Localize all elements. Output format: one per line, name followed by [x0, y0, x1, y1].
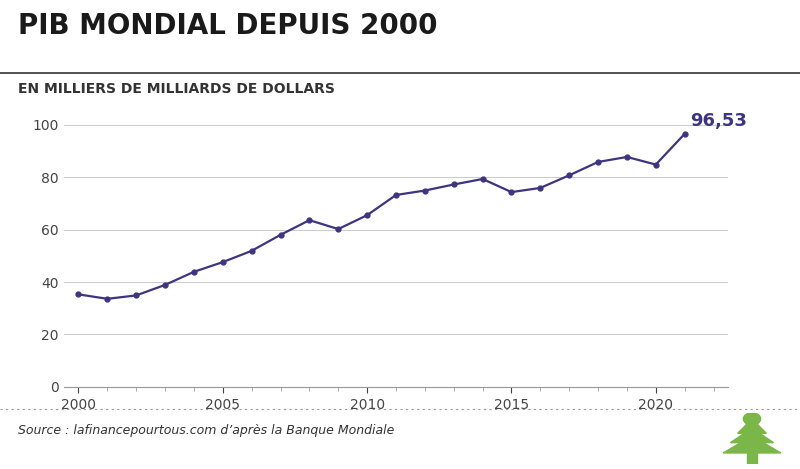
Text: Source : lafinancepourtous.com d’après la Banque Mondiale: Source : lafinancepourtous.com d’après l…	[18, 424, 394, 438]
Polygon shape	[730, 428, 774, 443]
Polygon shape	[738, 419, 766, 433]
Circle shape	[743, 413, 761, 425]
Text: PIB MONDIAL DEPUIS 2000: PIB MONDIAL DEPUIS 2000	[18, 12, 437, 40]
Text: 96,53: 96,53	[690, 112, 747, 130]
Bar	[747, 451, 757, 464]
Polygon shape	[723, 436, 781, 453]
Text: EN MILLIERS DE MILLIARDS DE DOLLARS: EN MILLIERS DE MILLIARDS DE DOLLARS	[18, 82, 334, 96]
